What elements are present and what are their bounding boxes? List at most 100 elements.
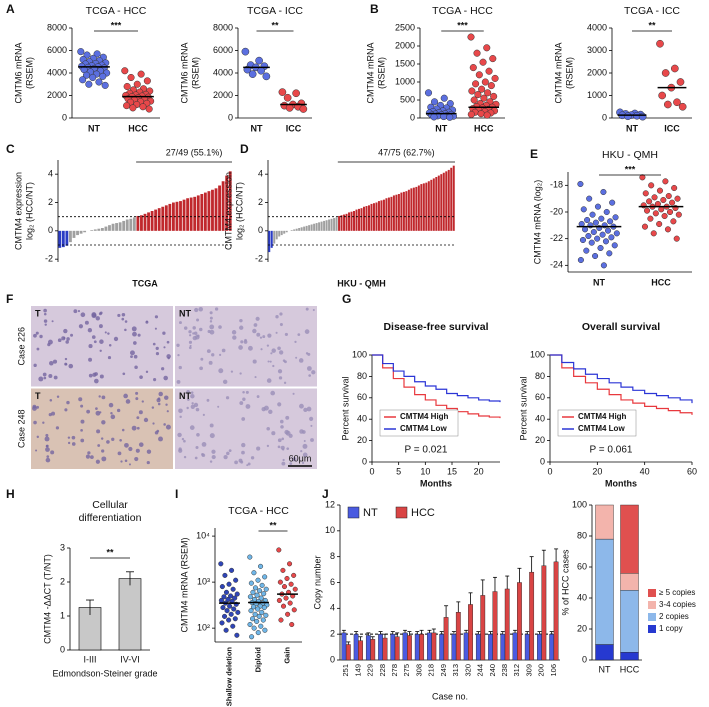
y-axis-label: CMTM4 expression (223, 172, 233, 250)
significance-label: *** (457, 20, 468, 30)
nucleus (64, 408, 68, 412)
bar (313, 223, 316, 231)
data-point (583, 247, 590, 254)
bar (549, 633, 555, 661)
nucleus (106, 440, 110, 444)
nucleus (146, 449, 152, 454)
bar (431, 632, 437, 661)
y-axis-label: Copy number (312, 555, 322, 609)
nucleus (53, 375, 58, 380)
nucleus (151, 406, 155, 409)
data-point (224, 608, 230, 614)
nucleus (136, 426, 140, 430)
data-point (231, 606, 237, 612)
data-point (280, 603, 287, 609)
legend-label: CMTM4 High (400, 412, 449, 421)
nucleus (135, 448, 140, 453)
x-tick-label: HCC (620, 664, 640, 674)
nucleus (68, 363, 74, 369)
nucleus (228, 449, 232, 453)
data-point (133, 80, 141, 88)
data-point (228, 593, 234, 599)
y-tick-label: 80 (535, 371, 545, 381)
x-tick-label: 238 (500, 664, 509, 677)
nucleus (252, 359, 257, 364)
data-point (491, 74, 499, 82)
data-point (247, 554, 253, 560)
bar (61, 230, 65, 248)
data-point (638, 112, 647, 121)
nucleus (234, 460, 238, 465)
data-point (592, 252, 599, 260)
row-label: Case 248 (16, 409, 26, 448)
nucleus (89, 455, 94, 460)
data-point (250, 604, 257, 610)
legend-label: 3-4 copies (659, 600, 696, 609)
nucleus (45, 457, 51, 463)
y-tick-label: 80 (357, 371, 367, 381)
scale-bar-label: 60μm (289, 453, 312, 463)
data-point (77, 48, 85, 56)
p-value: P = 0.061 (590, 445, 633, 456)
data-point (586, 195, 593, 202)
y-tick-label: 2 (258, 197, 263, 207)
x-tick-label: 5 (396, 466, 401, 476)
tile-label: T (35, 391, 41, 401)
nucleus (256, 446, 261, 451)
x-tick-label: 244 (476, 664, 485, 677)
bar (350, 211, 353, 231)
data-point (662, 178, 669, 185)
bar (136, 215, 140, 231)
data-point (675, 211, 682, 218)
nucleus (113, 336, 119, 342)
nucleus (66, 400, 70, 405)
nucleus (47, 342, 51, 347)
bar (480, 595, 486, 661)
bar (273, 230, 276, 244)
nucleus (195, 407, 200, 412)
significance-label: ** (269, 520, 277, 530)
nucleus (201, 442, 207, 447)
y-tick-label: 2 (48, 197, 53, 207)
nucleus (97, 444, 101, 447)
nucleus (94, 378, 99, 384)
significance-label: *** (625, 164, 636, 174)
data-point (613, 230, 620, 237)
nucleus (166, 340, 170, 344)
data-point (430, 98, 439, 106)
bar (450, 167, 453, 231)
x-tick-label: NT (626, 123, 638, 133)
nucleus (190, 391, 194, 394)
data-point (674, 195, 681, 202)
x-axis-label: Edmondson-Steiner grade (52, 668, 157, 678)
nucleus (32, 406, 37, 411)
x-tick-label: 313 (451, 664, 460, 677)
nucleus (239, 372, 242, 375)
nucleus (190, 404, 195, 409)
nucleus (85, 454, 91, 459)
bar (193, 196, 197, 231)
y-tick-label: 0 (48, 225, 53, 235)
nucleus (98, 324, 103, 329)
nucleus (193, 402, 199, 408)
nucleus (161, 367, 165, 371)
bar-segment (620, 573, 639, 591)
bar (115, 223, 119, 231)
data-point (285, 104, 294, 112)
nucleus (117, 451, 122, 456)
nucleus (263, 405, 269, 411)
nucleus (266, 344, 270, 347)
nucleus (128, 446, 133, 452)
bar (310, 224, 313, 231)
nucleus (43, 312, 47, 316)
y-axis-label: Percent survival (340, 376, 350, 440)
x-tick-label: NT (88, 123, 100, 133)
nucleus (209, 316, 213, 320)
y-tick-label: 0 (62, 112, 67, 122)
data-point (248, 70, 257, 78)
data-point (589, 211, 596, 218)
nucleus (91, 335, 96, 339)
data-point (281, 584, 288, 590)
nucleus (99, 374, 104, 379)
nucleus (284, 429, 290, 435)
